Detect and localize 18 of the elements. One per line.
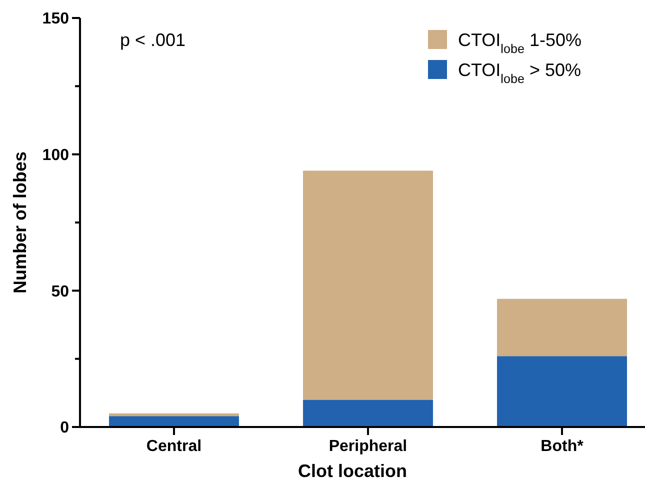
x-tick-label: Peripheral [328, 438, 408, 455]
bar [109, 416, 239, 427]
x-tick-label: Both* [540, 438, 584, 455]
bar [109, 413, 239, 416]
bar [497, 298, 627, 356]
bar [497, 356, 627, 427]
x-axis-title: Clot location [298, 461, 407, 481]
legend-label: CTOI$_{lobe}$ 1-50% [458, 30, 582, 56]
annotation: p < .001 [120, 30, 186, 50]
bar [303, 400, 433, 427]
y-tick-label: 100 [42, 146, 70, 164]
legend-label: CTOI$_{lobe}$ > 50% [458, 60, 582, 86]
x-tick-label: Central [146, 438, 202, 455]
y-tick-label: 150 [42, 10, 70, 28]
y-tick-label: 0 [60, 420, 70, 437]
bar [303, 170, 433, 400]
y-tick-label: 50 [51, 283, 70, 300]
y-axis-title: Number of lobes [10, 151, 30, 294]
